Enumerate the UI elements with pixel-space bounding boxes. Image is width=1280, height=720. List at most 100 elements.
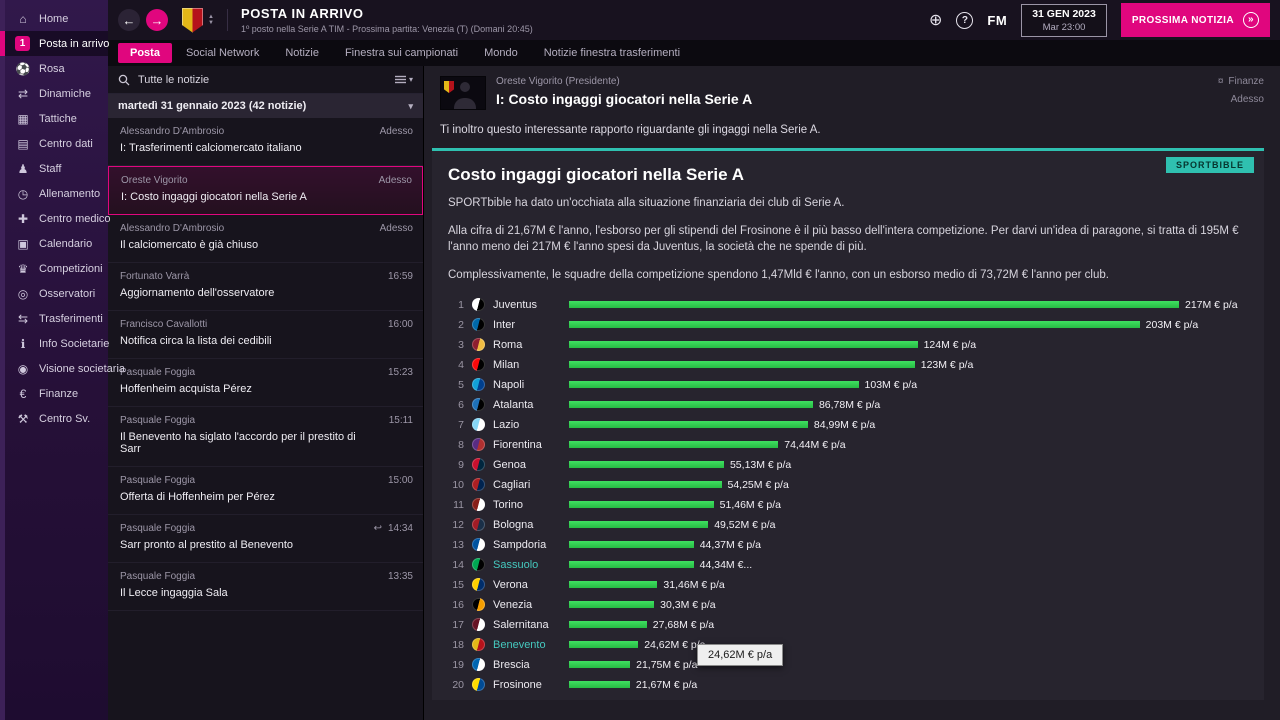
sidebar-item[interactable]: ▦ Tattiche	[5, 106, 108, 131]
wage-bar[interactable]	[569, 661, 631, 669]
club-name[interactable]: Lazio	[493, 418, 520, 431]
sidebar-item[interactable]: ◎ Osservatori	[5, 281, 108, 306]
sidebar-item[interactable]: 1 Posta in arrivo	[0, 31, 109, 56]
club-name[interactable]: Inter	[493, 318, 516, 331]
filter-button[interactable]: ▾	[394, 75, 413, 84]
club-name[interactable]: Roma	[493, 338, 523, 351]
club-name[interactable]: Sampdoria	[493, 538, 547, 551]
help-icon[interactable]: ?	[956, 11, 974, 29]
wage-bar[interactable]	[569, 521, 709, 529]
tab[interactable]: Finestra sui campionati	[333, 43, 470, 63]
club-name[interactable]: Torino	[493, 498, 523, 511]
sidebar-item[interactable]: ⌂ Home	[5, 6, 108, 31]
sidebar-item[interactable]: ♟ Staff	[5, 156, 108, 181]
wage-bar[interactable]	[569, 581, 658, 589]
message-time: 14:34	[387, 523, 413, 534]
sidebar-item[interactable]: ▣ Calendario	[5, 231, 108, 256]
club-name[interactable]: Verona	[493, 578, 528, 591]
wage-bar[interactable]	[569, 601, 655, 609]
date-time-box[interactable]: 31 GEN 2023 Mar 23:00	[1021, 3, 1107, 37]
message-time: Adesso	[379, 223, 413, 234]
inbox-message-row[interactable]: Pasquale Foggia Il Lecce ingaggia Sala 1…	[108, 563, 423, 611]
wage-bar[interactable]	[569, 341, 918, 349]
wage-bar[interactable]	[569, 401, 813, 409]
wage-bar[interactable]	[569, 561, 694, 569]
sidebar-item-label: Home	[39, 12, 69, 25]
sidebar-item[interactable]: ▤ Centro dati	[5, 131, 108, 156]
sidebar-item[interactable]: ◉ Visione societaria	[5, 356, 125, 381]
sidebar-item[interactable]: ◷ Allenamento	[5, 181, 108, 206]
club-name[interactable]: Milan	[493, 358, 520, 371]
sidebar-item[interactable]: ♛ Competizioni	[5, 256, 108, 281]
wage-bar[interactable]	[569, 321, 1140, 329]
wage-bar[interactable]	[569, 461, 724, 469]
club-name[interactable]: Brescia	[493, 658, 530, 671]
inbox-search[interactable]: Tutte le notizie ▾	[108, 66, 423, 94]
source-badge: SPORTBIBLE	[1165, 157, 1254, 173]
inbox-date-group-header[interactable]: martedì 31 gennaio 2023 (42 notizie) ▾	[108, 94, 423, 118]
wage-bar[interactable]	[569, 301, 1179, 309]
sidebar-item[interactable]: ⚽ Rosa	[5, 56, 108, 81]
club-name[interactable]: Cagliari	[493, 478, 531, 491]
wage-bar[interactable]	[569, 501, 714, 509]
club-name[interactable]: Sassuolo	[493, 558, 539, 571]
club-name[interactable]: Napoli	[493, 378, 525, 391]
world-icon[interactable]: ⊕	[929, 12, 943, 29]
sidebar-item[interactable]: € Finanze	[5, 381, 108, 406]
inbox-message-row[interactable]: Pasquale Foggia Il Benevento ha siglato …	[108, 407, 423, 467]
back-button[interactable]: ←	[118, 9, 140, 31]
sidebar-item[interactable]: ⇄ Dinamiche	[5, 81, 108, 106]
club-name[interactable]: Salernitana	[493, 618, 549, 631]
wage-bar[interactable]	[569, 621, 647, 629]
tab[interactable]: Notizie	[273, 43, 331, 63]
club-crest-icon[interactable]	[182, 7, 203, 33]
tab[interactable]: Notizie finestra trasferimenti	[532, 43, 692, 63]
inbox-message-row[interactable]: Pasquale Foggia Sarr pronto al prestito …	[108, 515, 423, 563]
club-name[interactable]: Fiorentina	[493, 438, 542, 451]
forward-button[interactable]: →	[146, 9, 168, 31]
wage-bar[interactable]	[569, 381, 859, 389]
continue-button[interactable]: PROSSIMA NOTIZIA »	[1120, 3, 1270, 37]
club-name[interactable]: Atalanta	[493, 398, 534, 411]
sidebar-item[interactable]: ✚ Centro medico	[5, 206, 111, 231]
wage-bar[interactable]	[569, 481, 722, 489]
sidebar-item[interactable]: ⚒ Centro Sv.	[5, 406, 108, 431]
inbox-message-row[interactable]: Alessandro D'Ambrosio I: Trasferimenti c…	[108, 118, 423, 166]
wage-bar[interactable]	[569, 641, 639, 649]
club-name[interactable]: Venezia	[493, 598, 533, 611]
inbox-message-row[interactable]: Oreste Vigorito I: Costo ingaggi giocato…	[108, 166, 423, 215]
tab[interactable]: Posta	[118, 43, 172, 63]
detail-sender[interactable]: Oreste Vigorito (Presidente)	[496, 76, 620, 87]
club-name[interactable]: Frosinone	[493, 678, 542, 691]
sidebar-item-label: Rosa	[39, 62, 65, 75]
wage-bar[interactable]	[569, 421, 808, 429]
tab-label: Notizie	[285, 47, 319, 59]
tab[interactable]: Social Network	[174, 43, 271, 63]
club-name[interactable]: Bologna	[493, 518, 534, 531]
wage-bar[interactable]	[569, 361, 915, 369]
wage-bar[interactable]	[569, 681, 630, 689]
message-subject: Hoffenheim acquista Pérez	[120, 383, 252, 395]
inbox-message-row[interactable]: Pasquale Foggia Hoffenheim acquista Pére…	[108, 359, 423, 407]
club-name[interactable]: Genoa	[493, 458, 527, 471]
sidebar-item[interactable]: ⇆ Trasferimenti	[5, 306, 108, 331]
sidebar-item[interactable]: ℹ Info Societarie	[5, 331, 110, 356]
wage-bar[interactable]	[569, 541, 694, 549]
inbox-message-row[interactable]: Fortunato Varrà Aggiornamento dell'osser…	[108, 263, 423, 311]
club-name[interactable]: Juventus	[493, 298, 538, 311]
inbox-message-row[interactable]: Pasquale Foggia Offerta di Hoffenheim pe…	[108, 467, 423, 515]
club-name[interactable]: Benevento	[493, 638, 546, 651]
wage-bar[interactable]	[569, 441, 779, 449]
divider	[226, 9, 228, 31]
inbox-message-row[interactable]: Francisco Cavallotti Notifica circa la l…	[108, 311, 423, 359]
article-paragraph: Complessivamente, le squadre della compe…	[448, 269, 1109, 282]
club-crest-icon	[472, 518, 485, 532]
club-crest-icon	[472, 578, 485, 592]
wage-value: 54,25M € p/a	[727, 478, 789, 491]
inbox-message-row[interactable]: Alessandro D'Ambrosio Il calciomercato è…	[108, 215, 423, 263]
message-time: 16:59	[387, 271, 413, 282]
tab[interactable]: Mondo	[472, 43, 530, 63]
club-switcher[interactable]: ▲ ▼	[208, 14, 214, 26]
sender-avatar	[440, 76, 486, 110]
wage-value: 49,52M € p/a	[714, 518, 776, 531]
